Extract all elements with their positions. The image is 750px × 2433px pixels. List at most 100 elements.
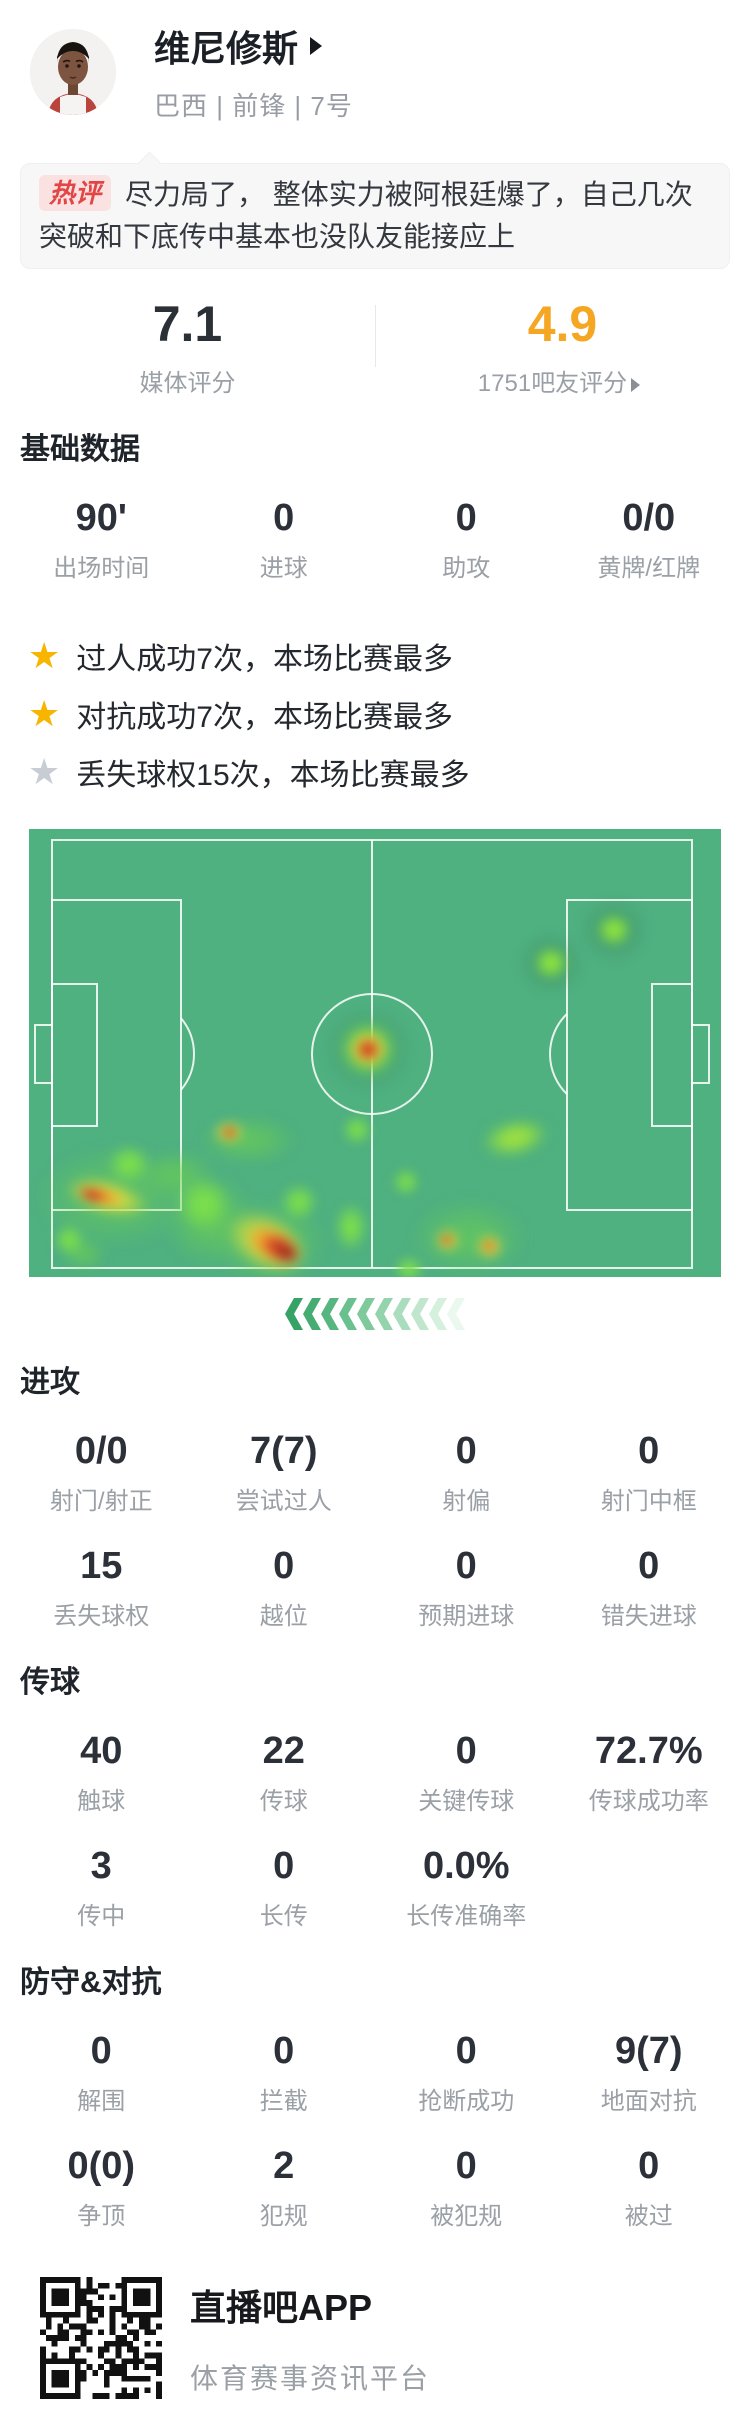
stat-cell: 0 预期进球 xyxy=(375,1544,558,1631)
stat-label: 关键传球 xyxy=(418,1788,515,1815)
stat-value: 0 xyxy=(638,2145,660,2187)
stat-cell: 22 传球 xyxy=(193,1729,376,1816)
player-portrait-icon xyxy=(30,28,116,115)
expand-arrow-icon xyxy=(310,37,331,55)
footer-tagline: 体育赛事资讯平台 xyxy=(190,2363,431,2394)
stat-value: 72.7% xyxy=(594,1730,703,1772)
stat-cell: 0 关键传球 xyxy=(375,1729,558,1816)
stat-value: 0(0) xyxy=(67,2145,136,2187)
heat-blob xyxy=(392,1168,420,1196)
heat-blob xyxy=(394,1256,424,1277)
heatmap-layer xyxy=(29,829,721,1277)
hot-comment-text: 尽力局了， 整体实力被阿根廷爆了，自己几次突破和下底传中基本也没队友能接应上 xyxy=(39,179,693,252)
stat-cell: 0 拦截 xyxy=(193,2029,376,2116)
stat-value: 0 xyxy=(455,1545,477,1587)
fan-rating[interactable]: 4.9 1751吧友评分 xyxy=(375,295,750,398)
stat-label: 出场时间 xyxy=(53,555,150,582)
stat-value: 0/0 xyxy=(622,497,676,539)
stat-value: 22 xyxy=(262,1730,305,1772)
stat-label: 助攻 xyxy=(442,555,491,582)
heat-blob xyxy=(176,1176,232,1232)
highlight-text: 丢失球权15次，本场比赛最多 xyxy=(76,759,470,792)
stat-label: 射偏 xyxy=(442,1488,491,1515)
section-defense: 防守&对抗 0 解围 0 拦截 0 抢断成功 9(7) 地面对抗 0(0) 争顶 2 犯规 0 被犯规 0 被… xyxy=(0,1957,750,2231)
stat-label: 拦截 xyxy=(259,2088,308,2115)
star-icon: ★ xyxy=(28,751,61,792)
player-identity: 维尼修斯 巴西 | 前锋 | 7号 xyxy=(154,20,353,123)
stat-value: 0 xyxy=(455,2030,477,2072)
section-basic-title: 基础数据 xyxy=(20,433,140,466)
match-highlights: ★ 过人成功7次，本场比赛最多 ★ 对抗成功7次，本场比赛最多 ★ 丢失球权15次，本场比… xyxy=(28,627,750,801)
stat-value: 0 xyxy=(455,1730,477,1772)
stat-cell-empty xyxy=(558,1844,741,1931)
heat-blob xyxy=(409,1197,529,1277)
qr-code-icon xyxy=(40,2277,162,2399)
media-rating-label: 媒体评分 xyxy=(139,370,236,397)
stat-label: 射门/射正 xyxy=(49,1488,153,1515)
stat-cell: 0.0% 长传准确率 xyxy=(375,1844,558,1931)
heat-blob xyxy=(220,1125,238,1139)
stat-cell: 0 进球 xyxy=(193,496,376,583)
footer-text: 直播吧APP 体育赛事资讯平台 xyxy=(190,2279,430,2397)
stat-value: 0 xyxy=(90,2030,112,2072)
heat-blob xyxy=(334,1202,368,1252)
stat-value: 0 xyxy=(273,2030,295,2072)
stat-cell: 0 错失进球 xyxy=(558,1544,741,1631)
stat-label: 争顶 xyxy=(77,2203,126,2230)
heat-blob xyxy=(596,913,632,947)
stat-value: 0 xyxy=(638,1430,660,1472)
section-attack-title: 进攻 xyxy=(20,1366,80,1399)
highlight-text: 过人成功7次，本场比赛最多 xyxy=(76,643,453,676)
stat-cell: 0/0 黄牌/红牌 xyxy=(558,496,741,583)
stat-label: 被过 xyxy=(624,2203,673,2230)
section-attack: 进攻 0/0 射门/射正 7(7) 尝试过人 0 射偏 0 射门中框 15 丢失球权 0 越位 0 预期进… xyxy=(0,1357,750,1631)
stat-value: 40 xyxy=(80,1730,123,1772)
heat-blob xyxy=(342,1115,372,1145)
stat-label: 传球成功率 xyxy=(588,1788,709,1815)
stat-value: 0.0% xyxy=(422,1845,510,1887)
player-header: 维尼修斯 巴西 | 前锋 | 7号 xyxy=(0,0,750,123)
stat-label: 射门中框 xyxy=(600,1488,697,1515)
stat-label: 犯规 xyxy=(259,2203,308,2230)
stat-cell: 9(7) 地面对抗 xyxy=(558,2029,741,2116)
stat-label: 错失进球 xyxy=(600,1603,697,1630)
fan-rating-label: 1751吧友评分 xyxy=(375,363,750,398)
avatar xyxy=(30,28,116,115)
ratings-panel: 7.1 媒体评分 4.9 1751吧友评分 xyxy=(0,269,750,398)
stat-cell: 0 射偏 xyxy=(375,1429,558,1516)
passing-stats-grid: 40 触球 22 传球 0 关键传球 72.7% 传球成功率 3 传中 0 长传 0.0% 长传准确率 xyxy=(0,1729,750,1931)
basic-stats-grid: 90' 出场时间 0 进球 0 助攻 0/0 黄牌/红牌 xyxy=(0,496,750,583)
stat-cell: 90' 出场时间 xyxy=(10,496,193,583)
stat-value: 0 xyxy=(455,2145,477,2187)
stat-label: 长传 xyxy=(259,1903,308,1930)
footer-app-name: 直播吧APP xyxy=(190,2287,373,2328)
heat-blob xyxy=(53,1224,85,1256)
heat-blob xyxy=(280,1183,318,1221)
left-chevrons-icon xyxy=(285,1298,465,1330)
stat-cell: 15 丢失球权 xyxy=(10,1544,193,1631)
section-defense-title: 防守&对抗 xyxy=(20,1966,162,1999)
hot-comment-badge: 热评 xyxy=(39,175,112,211)
stat-label: 预期进球 xyxy=(418,1603,515,1630)
section-passing: 传球 40 触球 22 传球 0 关键传球 72.7% 传球成功率 3 传中 0 长传 0.0% 长传准确… xyxy=(0,1657,750,1931)
player-name-row[interactable]: 维尼修斯 xyxy=(154,20,353,72)
stat-cell: 0/0 射门/射正 xyxy=(10,1429,193,1516)
heat-blob xyxy=(107,1144,151,1184)
hot-comment-card: 热评 尽力局了， 整体实力被阿根廷爆了，自己几次突破和下底传中基本也没队友能接应上 xyxy=(20,163,730,269)
star-icon: ★ xyxy=(28,635,61,676)
stat-cell: 0 助攻 xyxy=(375,496,558,583)
stat-cell: 40 触球 xyxy=(10,1729,193,1816)
player-name: 维尼修斯 xyxy=(154,28,299,69)
stat-label: 触球 xyxy=(77,1788,126,1815)
media-rating: 7.1 媒体评分 xyxy=(0,295,375,398)
stat-label: 传球 xyxy=(259,1788,308,1815)
stat-label: 长传准确率 xyxy=(406,1903,527,1930)
stat-value: 7(7) xyxy=(249,1430,318,1472)
stat-cell: 0 越位 xyxy=(193,1544,376,1631)
stat-value: 9(7) xyxy=(614,2030,683,2072)
stat-label: 传中 xyxy=(77,1903,126,1930)
stat-label: 黄牌/红牌 xyxy=(597,555,701,582)
stat-cell: 0 长传 xyxy=(193,1844,376,1931)
app-footer: 直播吧APP 体育赛事资讯平台 xyxy=(40,2277,750,2433)
